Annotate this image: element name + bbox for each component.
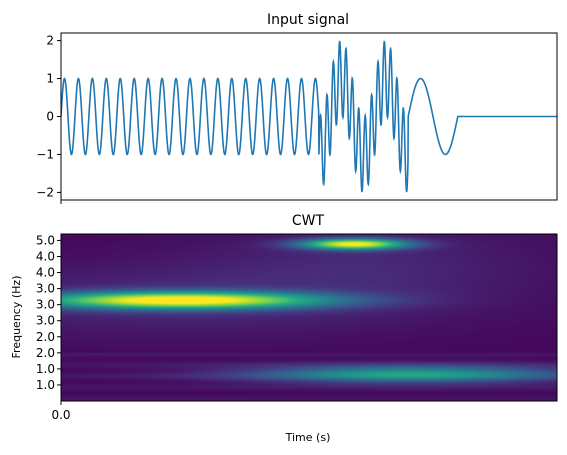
cwt-title: CWT [292,213,325,229]
cwt-y-axis-label: Frequency (Hz) [10,276,23,359]
input-signal-y-ticks: 2 1 0 −1 −2 [36,34,61,199]
input-signal-y-tick-label: 1 [46,72,54,86]
cwt-y-tick-label: 3.0 [36,298,55,312]
cwt-y-tick-label: 3.0 [36,314,55,328]
input-signal-frame [60,32,558,201]
cwt-x-axis-label: Time (s) [285,431,331,444]
cwt-heatmap-container [61,234,557,401]
cwt-y-tick-label: 2.0 [36,330,55,344]
cwt-chart: CWT 5.0 4.0 4.0 3.0 3.0 3.0 2.0 2.0 1.0 1.0 0.0 T… [10,213,558,444]
input-signal-y-tick-label: −2 [36,185,54,199]
cwt-y-tick-label: 1.0 [36,378,55,392]
cwt-x-ticks: 0.0 [51,401,71,422]
input-signal-y-tick-label: −1 [36,147,54,161]
cwt-y-tick-label: 1.0 [36,362,55,376]
cwt-heatmap [61,234,557,401]
input-signal-chart: Input signal 2 1 0 −1 −2 [36,12,558,204]
cwt-frame [60,233,558,402]
cwt-x-tick-label: 0.0 [51,408,70,422]
cwt-y-tick-label: 4.0 [36,249,55,263]
cwt-y-tick-label: 2.0 [36,346,55,360]
input-signal-y-tick-label: 2 [46,34,54,48]
input-signal-line [61,40,557,193]
cwt-y-ticks: 5.0 4.0 4.0 3.0 3.0 3.0 2.0 2.0 1.0 1.0 [36,233,61,392]
input-signal-title: Input signal [267,12,349,28]
cwt-y-tick-label: 5.0 [36,233,55,247]
cwt-y-tick-label: 4.0 [36,266,55,280]
input-signal-y-tick-label: 0 [46,110,54,124]
cwt-y-tick-label: 3.0 [36,282,55,296]
